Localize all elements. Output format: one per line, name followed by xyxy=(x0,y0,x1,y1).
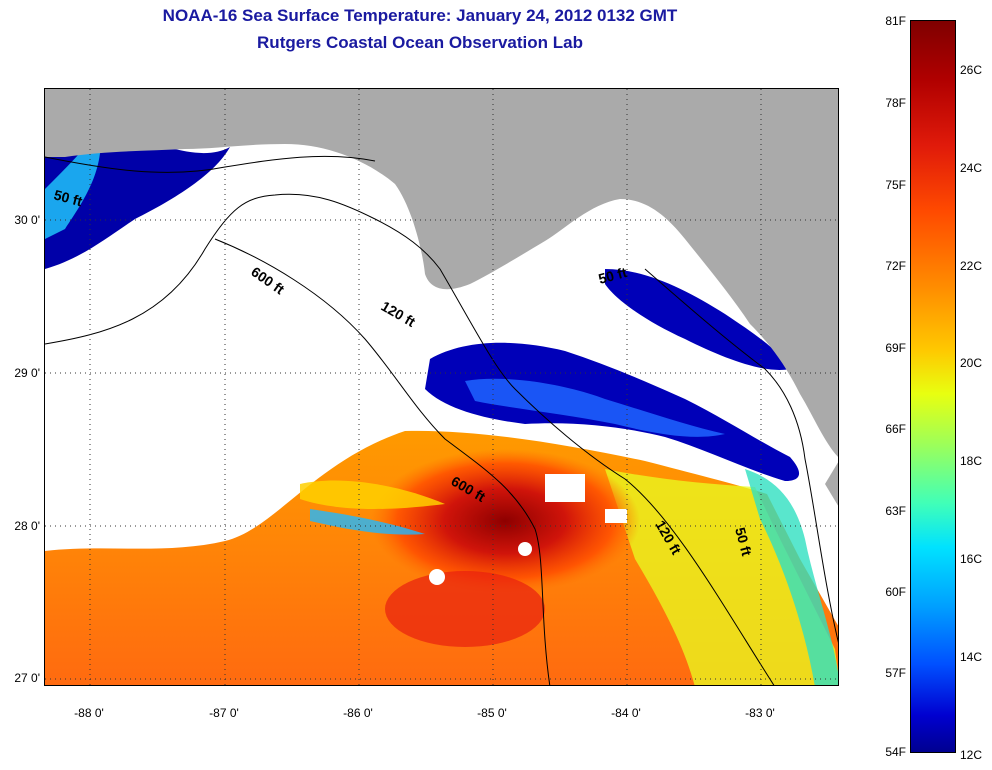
cb-f-75: 75F xyxy=(885,178,906,192)
sst-map[interactable]: 50 ft 600 ft 120 ft 50 ft 600 ft 120 ft … xyxy=(44,88,839,686)
cb-c-22: 22C xyxy=(960,259,983,273)
cb-c-12: 12C xyxy=(960,748,983,762)
lat-label-27: 27 0' xyxy=(14,671,40,685)
temperature-colorbar xyxy=(910,20,956,753)
chart-subtitle: Rutgers Coastal Ocean Observation Lab xyxy=(257,33,583,52)
cb-c-20: 20C xyxy=(960,356,983,370)
cyan-patch-west xyxy=(45,129,101,239)
cold-patch-central-inner xyxy=(465,378,725,437)
lon-label-84: -84 0' xyxy=(611,706,641,720)
yellow-filament xyxy=(300,480,445,509)
lon-label-83: -83 0' xyxy=(745,706,775,720)
cb-f-81: 81F xyxy=(885,14,906,28)
contour-50ft-east xyxy=(644,268,838,643)
chart-title: NOAA-16 Sea Surface Temperature: January… xyxy=(162,6,678,25)
cb-f-69: 69F xyxy=(885,341,906,355)
cb-c-18: 18C xyxy=(960,454,983,468)
sst-map-svg: 50 ft 600 ft 120 ft 50 ft 600 ft 120 ft … xyxy=(45,89,838,685)
land-florida-peninsula xyxy=(825,462,838,506)
red-patch-south xyxy=(385,571,545,647)
contour-label-50-east: 50 ft xyxy=(597,264,629,287)
cb-f-72: 72F xyxy=(885,259,906,273)
lon-label-88: -88 0' xyxy=(74,706,104,720)
lat-label-28: 28 0' xyxy=(14,519,40,533)
hot-core xyxy=(370,449,640,593)
cyan-filament xyxy=(310,509,425,535)
cb-c-14: 14C xyxy=(960,650,983,664)
contour-120ft xyxy=(45,193,775,685)
cb-f-54: 54F xyxy=(885,745,906,759)
cb-c-16: 16C xyxy=(960,552,983,566)
contour-label-600-west: 600 ft xyxy=(248,263,287,297)
mixed-sst-field xyxy=(605,469,838,685)
cb-c-26: 26C xyxy=(960,63,983,77)
cb-f-63: 63F xyxy=(885,504,906,518)
contour-label-50-west: 50 ft xyxy=(52,186,84,209)
lat-label-29: 29 0' xyxy=(14,366,40,380)
cb-f-78: 78F xyxy=(885,96,906,110)
lat-label-30: 30 0' xyxy=(14,213,40,227)
contour-label-50-south: 50 ft xyxy=(732,526,755,558)
contour-50ft-west xyxy=(45,155,376,173)
cloud-hole-4 xyxy=(429,569,445,585)
cold-patch-northeast xyxy=(605,269,790,370)
cloud-hole-3 xyxy=(518,542,532,556)
contour-600ft xyxy=(214,238,551,685)
lon-label-85: -85 0' xyxy=(477,706,507,720)
cb-c-24: 24C xyxy=(960,161,983,175)
cloud-hole-1 xyxy=(545,474,585,502)
cb-f-60: 60F xyxy=(885,585,906,599)
cloud-hole-2 xyxy=(605,509,627,523)
cool-nearshore-band xyxy=(745,469,838,685)
lon-label-86: -86 0' xyxy=(343,706,373,720)
land-north-coast xyxy=(45,89,838,457)
cb-f-66: 66F xyxy=(885,422,906,436)
contour-label-120-mid: 120 ft xyxy=(379,298,419,330)
lon-label-87: -87 0' xyxy=(209,706,239,720)
cb-f-57: 57F xyxy=(885,666,906,680)
